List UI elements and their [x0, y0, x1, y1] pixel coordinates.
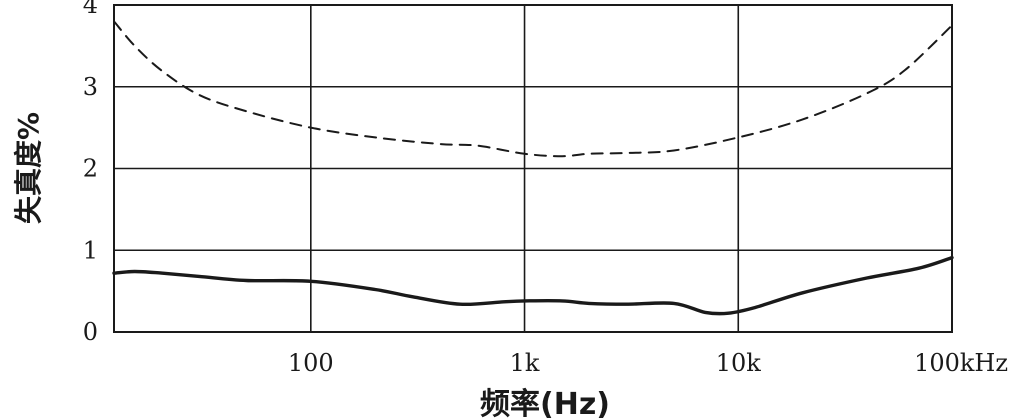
x-tick-label: 100 [288, 349, 334, 377]
series-line-solid [112, 255, 954, 316]
plot-frame [113, 4, 953, 333]
series-group [112, 20, 954, 316]
y-tick-label: 1 [83, 236, 98, 264]
y-tick-label: 4 [83, 0, 98, 19]
y-tick-label: 2 [83, 155, 98, 183]
tick-labels: 0 1 2 3 4 100 1k 10k 100kHz [83, 0, 1008, 377]
series-line-dashed [113, 20, 953, 158]
x-axis-label: 频率(Hz) [480, 387, 610, 420]
x-tick-label: 1k [510, 349, 540, 377]
y-axis-label: 失真度% [12, 112, 45, 224]
y-tick-label: 0 [83, 318, 98, 346]
y-tick-label: 3 [83, 73, 98, 101]
grid-lines [114, 4, 953, 333]
x-tick-label: 100kHz [914, 349, 1008, 377]
x-tick-label: 10k [716, 349, 762, 377]
